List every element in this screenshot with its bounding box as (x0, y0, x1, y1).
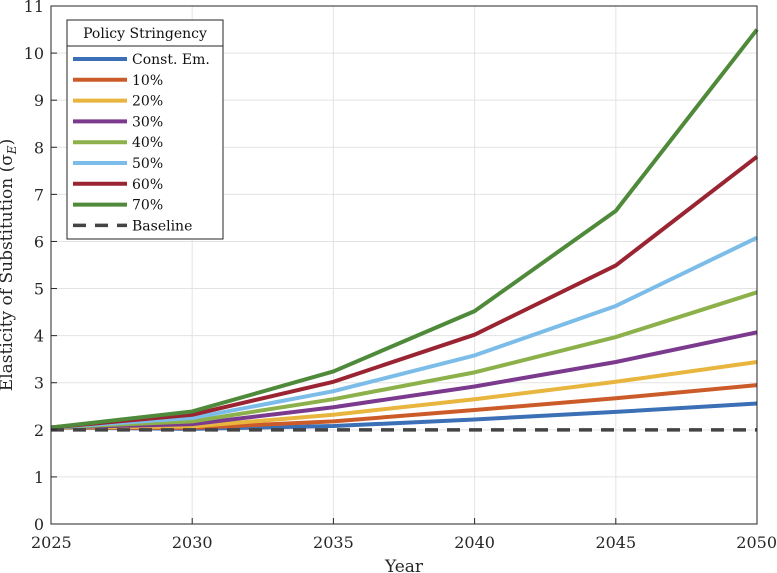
y-tick-label: 9 (34, 91, 44, 110)
legend-entry-label: 50% (132, 156, 163, 172)
y-tick-label: 0 (34, 515, 44, 534)
y-tick-label: 4 (34, 327, 44, 346)
x-axis-label: Year (384, 557, 424, 573)
series-line-40 (50, 290, 758, 430)
x-tick-label: 2040 (454, 533, 495, 552)
y-tick-label: 2 (34, 421, 44, 440)
legend-entry-label: 30% (132, 114, 163, 130)
y-tick-label: 11 (24, 0, 44, 16)
legend-entry-label: 10% (132, 73, 163, 89)
legend-entry-label: 20% (132, 94, 163, 110)
legend-entry-label: Const. Em. (132, 52, 210, 68)
legend-entries: Const. Em. 10% 20% 30% 40% 50% 60% 70% Baseline (73, 52, 210, 234)
y-tick-label: 8 (34, 138, 44, 157)
plot-frame (50, 5, 758, 525)
y-axis-label-subscript: E (5, 145, 19, 155)
x-tick-label: 2035 (313, 533, 354, 552)
y-tick-label: 7 (34, 185, 44, 204)
series-line-50 (50, 235, 758, 430)
x-tick-label: 2025 (31, 533, 72, 552)
y-tick-label: 1 (34, 468, 44, 487)
series-line-60 (50, 155, 759, 430)
x-tick-label: 2050 (736, 533, 777, 552)
series-lines (50, 28, 759, 432)
y-axis-label: Elasticity of Substitution (σE) (0, 139, 19, 391)
axis-ticks (50, 5, 758, 525)
legend-entry-label: 60% (132, 177, 163, 193)
legend: Policy Stringency Const. Em. 10% 20% 30% 40%… (66, 19, 224, 240)
y-axis-label-main: Elasticity of Substitution (σ (0, 154, 17, 391)
tick-labels: 2025 2030 2035 2040 2045 2050 0 1 2 3 4 5 6 7 8 9 10 11 (24, 0, 777, 552)
legend-entry-label: Baseline (132, 218, 192, 234)
y-axis-label-close: ) (0, 139, 17, 146)
legend-entry-label: 70% (132, 198, 163, 214)
y-tick-label: 5 (34, 280, 44, 299)
series-line-30 (50, 330, 758, 430)
y-tick-label: 6 (34, 232, 44, 251)
x-tick-label: 2030 (172, 533, 213, 552)
y-tick-label: 10 (24, 44, 44, 63)
x-tick-label: 2045 (595, 533, 636, 552)
legend-title: Policy Stringency (83, 26, 207, 42)
series-line-70 (50, 28, 759, 430)
legend-box (66, 19, 224, 240)
y-tick-label: 3 (34, 374, 44, 393)
legend-entry-label: 40% (132, 135, 163, 151)
